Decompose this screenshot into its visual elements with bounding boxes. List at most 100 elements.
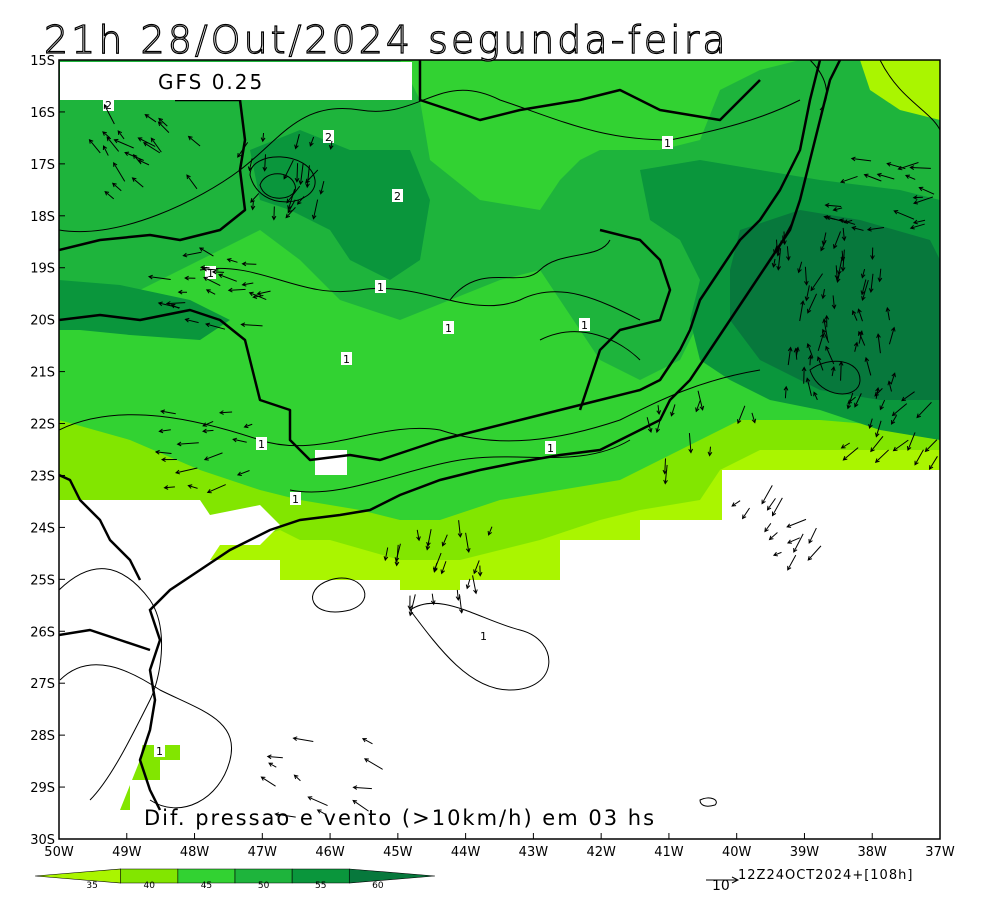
svg-text:1: 1 (258, 438, 265, 451)
lon-tick-label: 50W (44, 845, 74, 860)
wind-arrow (886, 162, 906, 170)
colorbar-label: 35 (86, 881, 97, 891)
wind-arrow (287, 188, 296, 211)
vector-reference-value: 10 (712, 878, 730, 894)
shade-dark-green-3 (59, 280, 230, 340)
lon-tick-label: 47W (248, 845, 278, 860)
wind-arrow (751, 412, 757, 424)
svg-text:1: 1 (156, 745, 163, 758)
wind-arrow (924, 439, 938, 453)
contour-label: 1 (290, 492, 301, 506)
wind-arrow (774, 239, 780, 254)
run-stamp: 12Z24OCT2024+[108h] (738, 868, 914, 883)
wind-arrow (799, 300, 805, 322)
wind-arrow (274, 812, 296, 818)
wind-arrow (832, 207, 843, 212)
model-label-box: GFS 0.25 (60, 62, 412, 100)
svg-text:1: 1 (343, 353, 350, 366)
lat-tick-label: 23S (30, 469, 55, 484)
wind-arrow (319, 181, 325, 195)
wind-arrow (226, 257, 238, 263)
svg-text:2: 2 (325, 131, 332, 144)
wind-arrow (472, 575, 478, 595)
wind-arrow (202, 420, 214, 427)
wind-arrow (256, 290, 271, 296)
wind-arrow (813, 391, 818, 401)
wind-arrow (901, 391, 915, 402)
wind-arrow (822, 318, 829, 341)
variable-description: Dif. pressao e vento (>10km/h) em 03 hs (144, 806, 657, 830)
wind-arrow (283, 159, 294, 180)
wind-arrow (294, 134, 300, 150)
wind-arrow (888, 326, 896, 345)
colorbar-label: 60 (372, 881, 384, 891)
lon-tick-label: 44W (451, 845, 481, 860)
wind-arrow (688, 432, 694, 454)
wind-arrow (820, 239, 827, 252)
wind-arrow (211, 269, 225, 275)
wind-arrow (816, 356, 824, 371)
wind-arrow (102, 131, 111, 139)
wind-arrow (842, 447, 859, 461)
wind-arrow (731, 500, 741, 507)
wind-arrow (241, 261, 257, 267)
wind-arrow (296, 196, 305, 205)
wind-arrow (316, 809, 326, 815)
svg-text:1: 1 (445, 322, 452, 335)
wind-arrow (150, 137, 162, 153)
wind-arrow (88, 138, 101, 154)
lat-tick-label: 26S (30, 625, 55, 640)
wind-arrow (383, 547, 389, 562)
wind-arrow (868, 418, 873, 430)
wind-arrow (205, 322, 226, 330)
wind-arrow (260, 776, 276, 787)
wind-arrow (787, 554, 797, 571)
lon-tick-label: 43W (519, 845, 549, 860)
wind-arrow (929, 456, 938, 470)
wind-arrow (874, 449, 889, 464)
lat-tick-label: 24S (30, 521, 55, 536)
wind-arrow (477, 565, 483, 577)
lon-tick-label: 46W (315, 845, 345, 860)
wind-arrow (407, 595, 413, 611)
longitude-axis: 50W 49W 48W 47W 46W 45W 44W 43W 42W 41W 40W 39W 38W 3… (44, 833, 955, 860)
shade-dark-green-1 (59, 130, 310, 210)
contour-label: 1 (443, 321, 454, 335)
wind-arrow (440, 561, 447, 575)
wind-arrow (772, 551, 782, 557)
wind-arrow (741, 507, 750, 520)
wind-arrow (870, 435, 884, 453)
wind-arrow (876, 333, 881, 354)
wind-arrow (187, 135, 201, 147)
reference-vector (706, 876, 740, 884)
wind-arrow (843, 219, 853, 224)
wind-arrow (825, 345, 835, 365)
wind-arrow (904, 174, 916, 180)
lat-tick-label: 22S (30, 418, 55, 433)
svg-text:1: 1 (664, 137, 671, 150)
wind-arrow (670, 404, 676, 417)
colorbar-label: 40 (144, 881, 156, 891)
wind-arrow (163, 485, 175, 490)
wind-arrow (157, 121, 170, 133)
wind-arrow (785, 246, 791, 262)
wind-arrow (822, 328, 830, 343)
wind-arrow (847, 396, 856, 405)
wind-arrow (824, 203, 842, 208)
wind-arrow (218, 410, 233, 415)
wind-arrow (893, 210, 915, 220)
lon-tick-label: 48W (180, 845, 210, 860)
lon-tick-label: 37W (925, 845, 955, 860)
contour-label-group: 2 2 2 1 1 1 1 1 1 1 1 1 1 1 (103, 98, 673, 758)
map-frame (58, 59, 941, 840)
wind-arrow (793, 533, 804, 553)
wind-arrow (113, 161, 126, 182)
wind-arrow (879, 399, 886, 411)
colorbar-label: 50 (258, 881, 270, 891)
wind-arrow (870, 247, 875, 261)
coastline (138, 60, 842, 811)
wind-arrow (851, 226, 864, 231)
wind-arrow (850, 156, 872, 162)
wind-arrow (132, 154, 142, 165)
